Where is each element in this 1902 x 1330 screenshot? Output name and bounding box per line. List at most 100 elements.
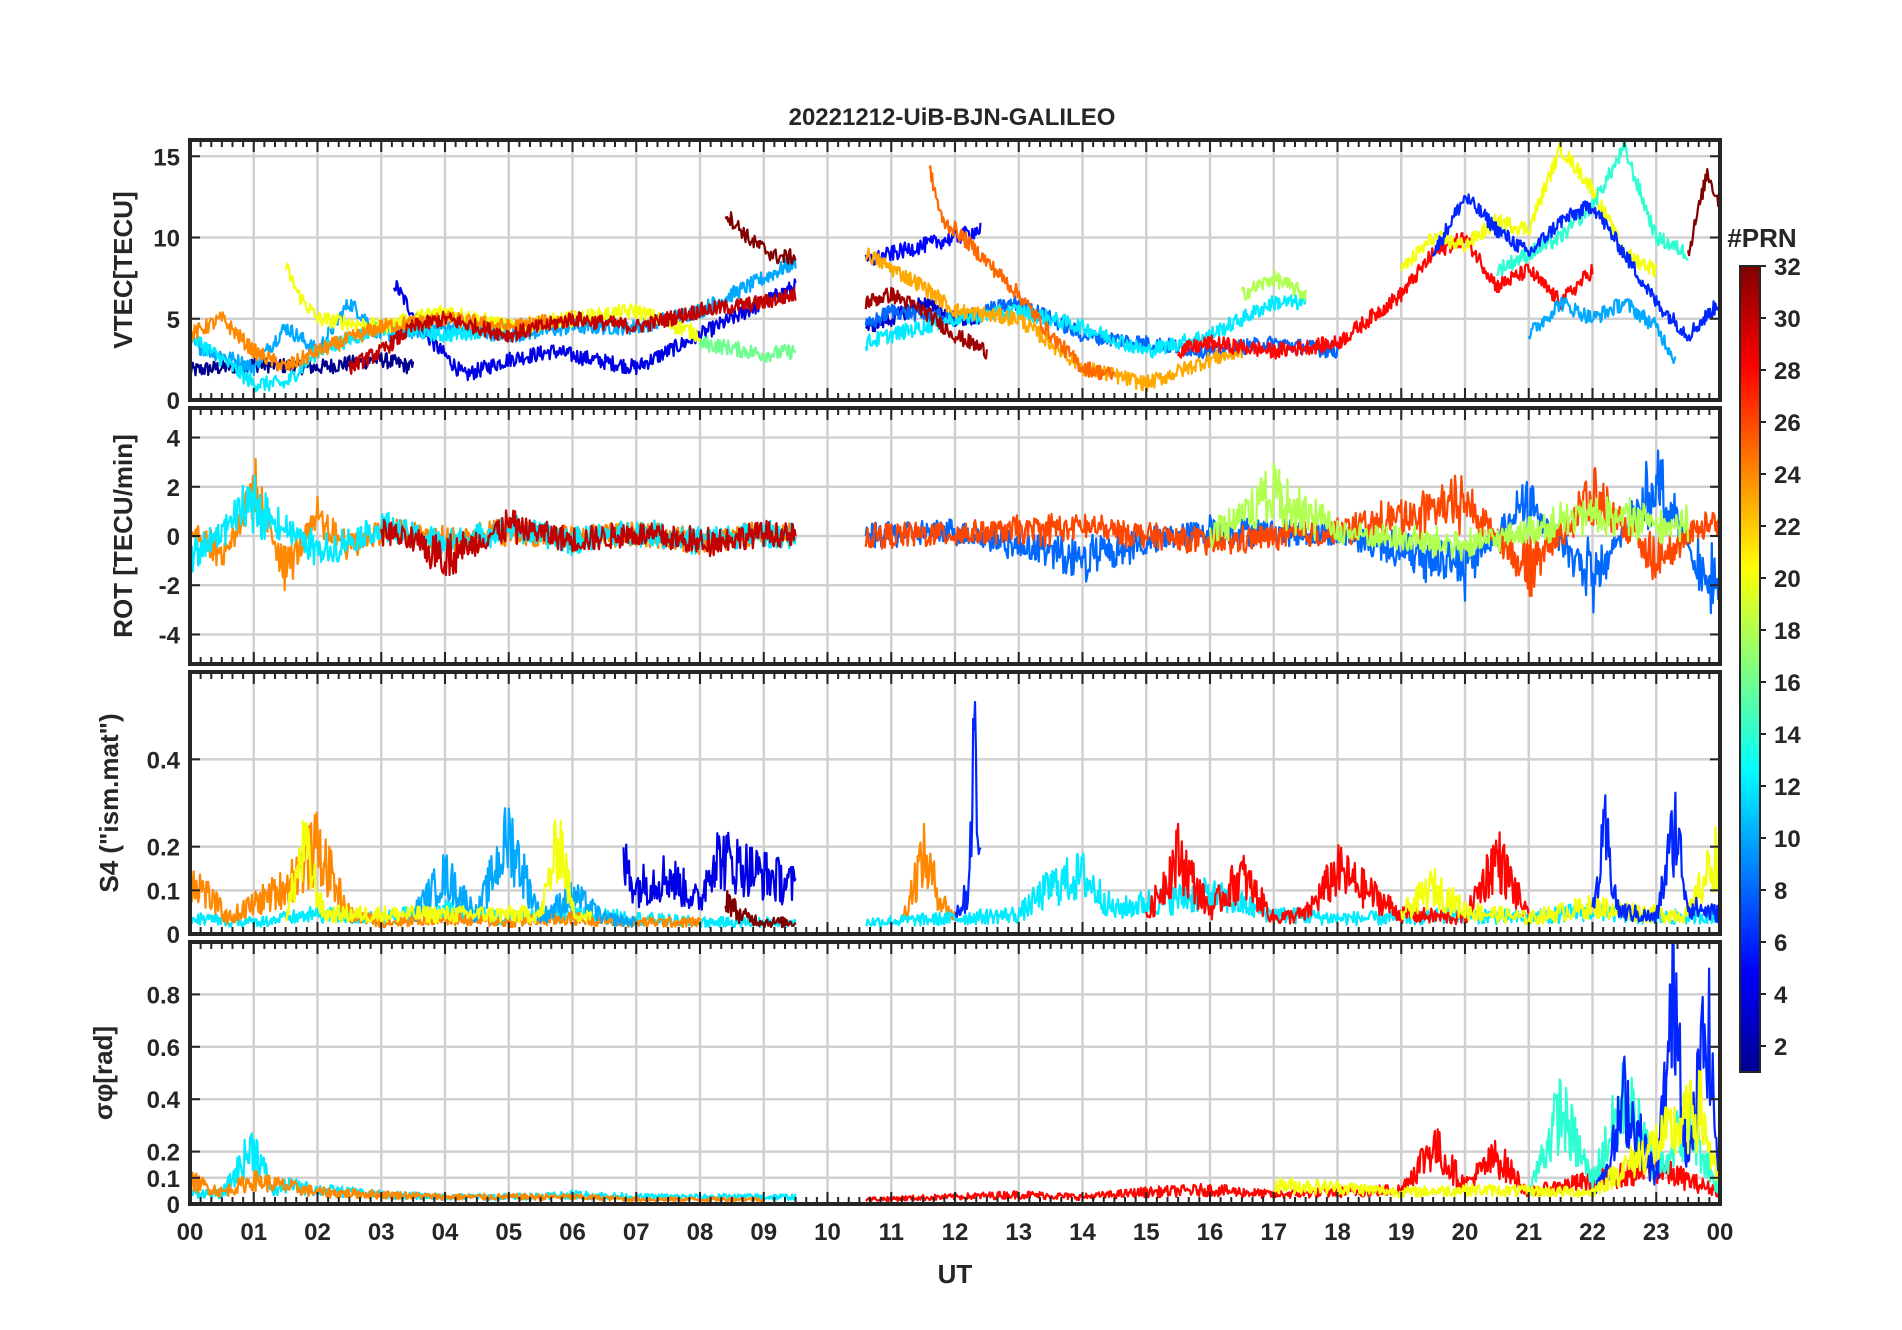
colorbar-tick-label: 24 xyxy=(1774,462,1801,489)
y-tick-label: 2 xyxy=(167,475,180,502)
series-line-prn-31 xyxy=(864,286,988,360)
x-tick-label: 21 xyxy=(1515,1219,1542,1246)
series-line-prn-32 xyxy=(1687,167,1720,257)
series-line-prn-25 xyxy=(928,165,1116,381)
series-line-prn-20 xyxy=(1400,826,1720,926)
y-tick-label: 0.1 xyxy=(147,1166,180,1193)
x-tick-label: 15 xyxy=(1133,1219,1160,1246)
series-line-prn-6 xyxy=(953,700,982,921)
x-tick-label: 18 xyxy=(1324,1219,1351,1246)
x-tick-label: 08 xyxy=(687,1219,714,1246)
colorbar-tick-label: 10 xyxy=(1774,826,1801,853)
colorbar-tick-label: 4 xyxy=(1774,982,1788,1009)
series-line-prn-32 xyxy=(724,889,797,929)
x-tick-label: 17 xyxy=(1260,1219,1287,1246)
series-line-prn-6 xyxy=(1432,193,1720,342)
y-tick-label: 0.1 xyxy=(147,878,180,905)
series-line-prn-20 xyxy=(284,262,702,343)
series-line-prn-4 xyxy=(392,278,797,382)
colorbar-tick-label: 6 xyxy=(1774,930,1787,957)
x-tick-label: 20 xyxy=(1452,1219,1479,1246)
colorbar-label: #PRN xyxy=(1727,223,1796,253)
y-tick-label: 0 xyxy=(167,1192,180,1219)
colorbar-tick-label: 20 xyxy=(1774,566,1801,593)
colorbar-tick-label: 22 xyxy=(1774,514,1801,541)
y-tick-label: -2 xyxy=(159,573,180,600)
series-line-prn-18 xyxy=(1208,462,1690,562)
panel-vtec: 0 5 10 15 VTEC[TECU] xyxy=(108,138,1722,415)
vtec-series xyxy=(190,141,1720,393)
colorbar-tick-label: 8 xyxy=(1774,878,1787,905)
colorbar-tick-label: 2 xyxy=(1774,1034,1787,1061)
y-tick-label: 0 xyxy=(167,922,180,949)
series-line-prn-24 xyxy=(190,310,574,372)
series-line-prn-10 xyxy=(1527,296,1677,365)
x-tick-label: 12 xyxy=(942,1219,969,1246)
series-line-prn-10 xyxy=(412,807,638,928)
rot-yticks: -4 -2 0 2 4 xyxy=(159,408,1721,664)
x-tick-label: 03 xyxy=(368,1219,395,1246)
colorbar-tick-label: 12 xyxy=(1774,774,1801,801)
series-line-prn-6 xyxy=(1591,791,1720,924)
y-tick-label: 0.2 xyxy=(147,835,180,862)
y-tick-label: 5 xyxy=(167,307,180,334)
sigma-phi-ylabel: σφ[rad] xyxy=(88,1026,118,1120)
colorbar-tick-label: 16 xyxy=(1774,670,1801,697)
vtec-ylabel: VTEC[TECU] xyxy=(108,191,138,348)
sigma-phi-yticks: 00.10.2 0.4 0.6 0.8 xyxy=(147,942,1721,1219)
series-line-prn-20 xyxy=(284,819,593,925)
x-tick-label: 11 xyxy=(879,1219,904,1246)
y-tick-label: 15 xyxy=(153,144,180,171)
series-line-prn-23 xyxy=(864,247,1243,392)
y-tick-label: 0.8 xyxy=(147,982,180,1009)
s4-yticks: 0 0.1 0.2 0.4 xyxy=(147,672,1721,949)
x-tick-label: 19 xyxy=(1388,1219,1415,1246)
x-tick-label: 02 xyxy=(304,1219,331,1246)
vtec-yticks: 0 5 10 15 xyxy=(153,140,1721,415)
y-tick-label: 0.4 xyxy=(147,747,181,774)
series-line-prn-30 xyxy=(380,509,797,577)
y-tick-label: 0.6 xyxy=(147,1035,180,1062)
series-line-prn-24 xyxy=(902,822,956,921)
s4-grid xyxy=(188,672,1722,936)
x-tick-label: 06 xyxy=(559,1219,586,1246)
y-tick-label: 0 xyxy=(167,388,180,415)
y-tick-label: 4 xyxy=(167,426,181,453)
x-tick-label: 07 xyxy=(623,1219,650,1246)
colorbar-tick-label: 26 xyxy=(1774,410,1801,437)
x-axis-label: UT xyxy=(938,1259,973,1289)
panel-sigma-phi: 00.10.2 0.4 0.6 0.8 σφ[rad] xyxy=(88,940,1722,1219)
series-line-prn-30 xyxy=(348,286,797,375)
series-line-prn-32 xyxy=(724,211,797,265)
x-tick-label: 16 xyxy=(1197,1219,1224,1246)
colorbar-tick-label: 14 xyxy=(1774,722,1801,749)
s4-series xyxy=(190,700,1720,929)
x-tick-labels: 00 01 02 03 04 05 06 07 08 09 10 11 12 13 14 15 16 17 18 19… xyxy=(177,1219,1734,1246)
x-tick-label: 13 xyxy=(1005,1219,1032,1246)
rot-ylabel: ROT [TECU/min] xyxy=(108,434,138,638)
sigma-phi-grid xyxy=(188,942,1722,1206)
x-tick-label: 05 xyxy=(495,1219,522,1246)
colorbar-tick-label: 32 xyxy=(1774,254,1801,281)
series-line-prn-4 xyxy=(622,831,797,911)
x-tick-label: 01 xyxy=(240,1219,267,1246)
x-tick-label: 22 xyxy=(1579,1219,1606,1246)
vtec-grid xyxy=(188,140,1722,402)
series-line-prn-28 xyxy=(1145,822,1530,926)
series-line-prn-18 xyxy=(1240,269,1307,302)
panel-rot: -4 -2 0 2 4 ROT [TECU/min] xyxy=(108,406,1722,666)
x-tick-label: 14 xyxy=(1069,1219,1096,1246)
colorbar-tick-label: 18 xyxy=(1774,618,1801,645)
s4-ylabel: S4 ("ism.mat") xyxy=(94,713,124,892)
colorbar-tick-label: 28 xyxy=(1774,358,1801,385)
series-line-prn-28 xyxy=(1177,231,1594,360)
x-tick-label: 09 xyxy=(750,1219,777,1246)
y-tick-label: 0.4 xyxy=(147,1087,181,1114)
x-tick-label: 23 xyxy=(1643,1219,1670,1246)
panel-s4: 0 0.1 0.2 0.4 S4 ("ism.mat") xyxy=(94,670,1722,949)
chart-title: 20221212-UiB-BJN-GALILEO xyxy=(789,104,1116,131)
y-tick-label: 10 xyxy=(153,226,180,253)
colorbar-tick-label: 30 xyxy=(1774,306,1801,333)
